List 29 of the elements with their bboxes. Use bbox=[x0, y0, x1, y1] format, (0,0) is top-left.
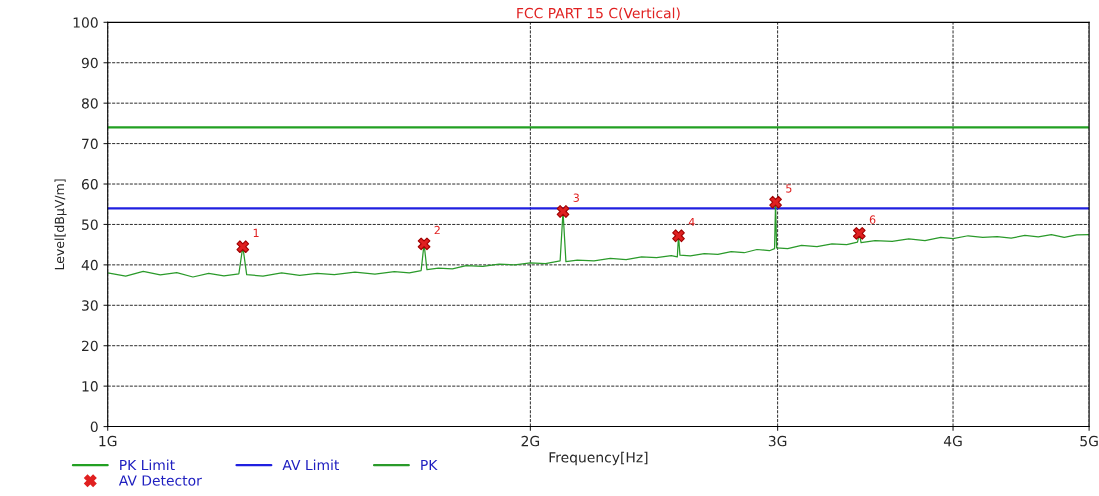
x-tick-label: 3G bbox=[768, 435, 787, 447]
y-tick-label: 60 bbox=[81, 178, 98, 190]
y-tick-label: 30 bbox=[82, 300, 98, 311]
y-tick-label: 80 bbox=[81, 98, 98, 109]
x-tick-label: 2G bbox=[521, 435, 540, 447]
annotation: 6 bbox=[869, 215, 876, 224]
y-tick-label: 70 bbox=[82, 138, 98, 150]
x-tick-label: 4G bbox=[943, 435, 962, 447]
annotation: 5 bbox=[786, 184, 792, 193]
annotation: 3 bbox=[573, 193, 579, 202]
x-tick-label: 1G bbox=[99, 435, 117, 447]
annotation: 1 bbox=[253, 228, 259, 237]
y-tick-label: 100 bbox=[73, 17, 98, 28]
y-tick-label: 50 bbox=[82, 219, 98, 230]
legend-label: PK Limit bbox=[120, 459, 175, 471]
legend-label: PK bbox=[421, 459, 438, 471]
x-axis-title: Frequency[Hz] bbox=[549, 451, 648, 466]
chart-title: FCC PART 15 C(Vertical) bbox=[517, 7, 680, 20]
y-tick-label: 40 bbox=[81, 259, 98, 271]
y-tick-label: 20 bbox=[82, 340, 98, 352]
legend-label: AV Detector bbox=[118, 475, 202, 486]
y-tick-label: 10 bbox=[82, 381, 98, 392]
y-axis-title: Level[dBμV/m] bbox=[54, 179, 67, 270]
legend-label: AV Limit bbox=[282, 459, 340, 471]
annotation: 2 bbox=[434, 225, 440, 235]
y-tick-label: 90 bbox=[81, 57, 98, 69]
y-tick-label: 0 bbox=[90, 421, 98, 433]
annotation: 4 bbox=[688, 217, 695, 227]
x-tick-label: 5G bbox=[1080, 435, 1098, 447]
